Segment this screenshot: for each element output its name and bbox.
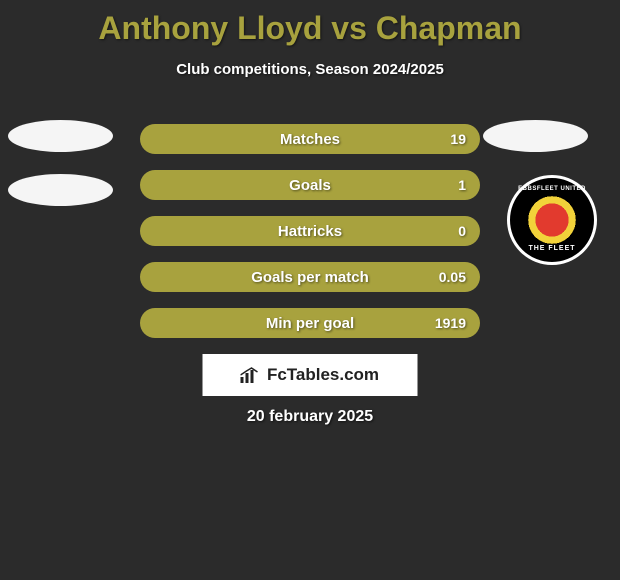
chart-icon	[241, 367, 261, 383]
date-text: 20 february 2025	[0, 408, 620, 426]
club-badge: EBBSFLEET UNITED THE FLEET	[507, 175, 597, 265]
oval-shape	[8, 174, 113, 206]
stat-row: Min per goal 1919	[140, 308, 480, 338]
left-player-placeholder	[8, 120, 113, 228]
stat-label: Matches	[280, 131, 340, 148]
oval-shape	[483, 120, 588, 152]
stat-row: Matches 19	[140, 124, 480, 154]
logo-text: FcTables.com	[267, 365, 379, 385]
stat-value: 0.05	[439, 269, 466, 285]
stat-label: Min per goal	[266, 315, 354, 332]
stat-label: Goals per match	[251, 269, 369, 286]
stat-value: 19	[450, 131, 466, 147]
stat-row: Hattricks 0	[140, 216, 480, 246]
stat-row: Goals 1	[140, 170, 480, 200]
fctables-logo: FcTables.com	[203, 354, 418, 396]
page-title: Anthony Lloyd vs Chapman	[0, 0, 620, 47]
stat-label: Goals	[289, 177, 331, 194]
stats-bars: Matches 19 Goals 1 Hattricks 0 Goals per…	[140, 124, 480, 354]
subtitle: Club competitions, Season 2024/2025	[0, 61, 620, 78]
stat-value: 0	[458, 223, 466, 239]
badge-top-text: EBBSFLEET UNITED	[510, 186, 594, 192]
oval-shape	[8, 120, 113, 152]
stat-value: 1919	[435, 315, 466, 331]
stat-value: 1	[458, 177, 466, 193]
right-player-placeholder	[483, 120, 588, 174]
badge-bottom-text: THE FLEET	[510, 245, 594, 252]
stat-label: Hattricks	[278, 223, 342, 240]
stat-row: Goals per match 0.05	[140, 262, 480, 292]
